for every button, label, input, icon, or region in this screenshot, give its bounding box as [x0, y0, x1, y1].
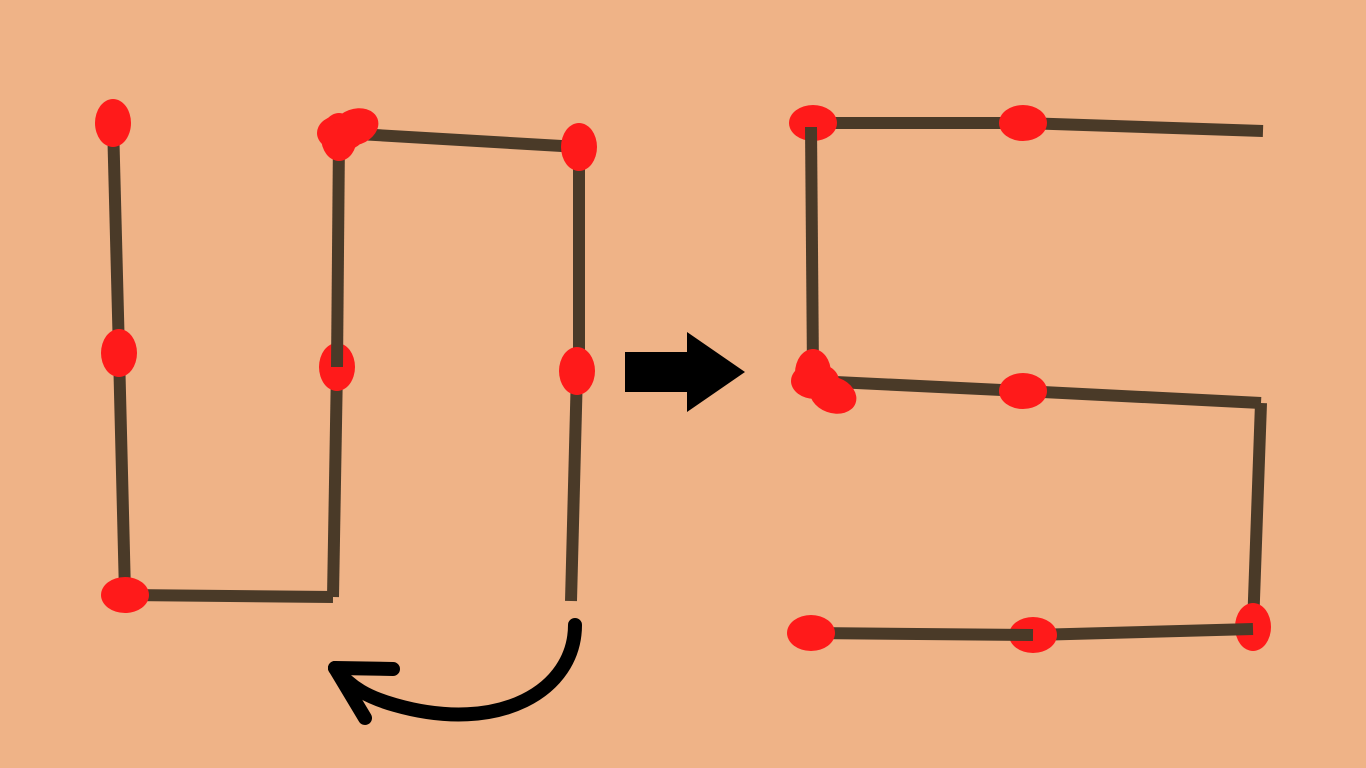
match-head: [101, 329, 137, 377]
match-head: [95, 99, 131, 147]
match-stick: [811, 127, 813, 373]
match-stick: [333, 367, 337, 597]
match-stick: [119, 353, 125, 593]
match-stick: [571, 371, 577, 601]
match-stick: [1023, 123, 1263, 131]
matchstick-puzzle-scene: [0, 0, 1366, 768]
match-head: [999, 105, 1047, 141]
match-stick: [125, 595, 333, 597]
match-head: [101, 577, 149, 613]
match-stick: [1033, 629, 1253, 635]
match-stick: [811, 633, 1033, 635]
match-stick: [1253, 403, 1261, 627]
match-head: [787, 615, 835, 651]
match-head: [559, 347, 595, 395]
match-head: [561, 123, 597, 171]
match-stick: [113, 123, 119, 353]
match-stick: [337, 137, 339, 367]
match-head: [999, 373, 1047, 409]
curved-arrow-head-0: [335, 668, 393, 669]
